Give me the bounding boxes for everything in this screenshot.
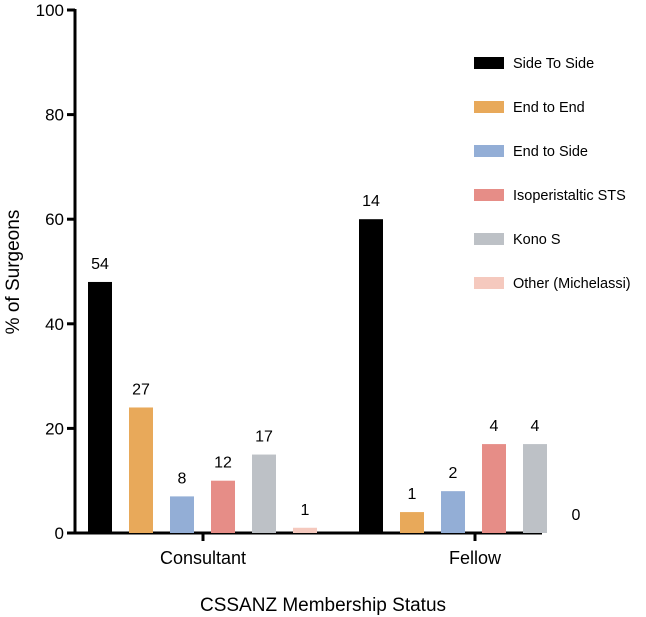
legend-swatch: [474, 101, 504, 113]
data-label: 12: [214, 455, 232, 472]
y-tick-label: 60: [45, 210, 64, 229]
legend: Side To Side End to End End to Side Isoperi…: [474, 56, 631, 292]
bars: [88, 219, 547, 533]
bar: [523, 444, 547, 533]
data-label: 14: [362, 193, 380, 210]
data-label: 0: [572, 507, 581, 524]
legend-label: Side To Side: [513, 56, 594, 72]
data-label: 1: [408, 486, 417, 503]
bar: [252, 454, 276, 533]
bar: [211, 480, 235, 533]
bar: [441, 491, 465, 533]
legend-label: End to Side: [513, 144, 588, 160]
bar: [359, 219, 383, 533]
legend-label: Isoperistaltic STS: [513, 188, 626, 204]
y-tick-label: 100: [36, 1, 64, 20]
y-tick-label: 0: [55, 524, 64, 543]
legend-swatch: [474, 189, 504, 201]
y-tick-label: 40: [45, 315, 64, 334]
data-label: 27: [132, 381, 150, 398]
bar: [293, 527, 317, 533]
legend-label: Kono S: [513, 232, 561, 248]
data-label: 54: [91, 256, 109, 273]
y-tick-label: 80: [45, 106, 64, 125]
legend-swatch: [474, 145, 504, 157]
legend-swatch: [474, 277, 504, 289]
data-label: 17: [255, 429, 273, 446]
legend-label: End to End: [513, 100, 585, 116]
data-label: 4: [531, 418, 540, 435]
legend-swatch: [474, 57, 504, 69]
data-label: 8: [178, 470, 187, 487]
bar: [129, 407, 153, 533]
bar: [170, 496, 194, 533]
bar: [482, 444, 506, 533]
data-label: 1: [301, 502, 310, 519]
y-tick-label: 20: [45, 419, 64, 438]
bar: [400, 512, 424, 533]
legend-label: Other (Michelassi): [513, 276, 631, 292]
legend-swatch: [474, 233, 504, 245]
data-label: 2: [449, 465, 458, 482]
x-axis-title: CSSANZ Membership Status: [200, 595, 446, 616]
x-category-label: Consultant: [160, 548, 246, 568]
y-axis-title: % of Surgeons: [3, 210, 24, 335]
x-category-label: Fellow: [449, 548, 502, 568]
bar: [88, 281, 112, 533]
data-label: 4: [490, 418, 499, 435]
